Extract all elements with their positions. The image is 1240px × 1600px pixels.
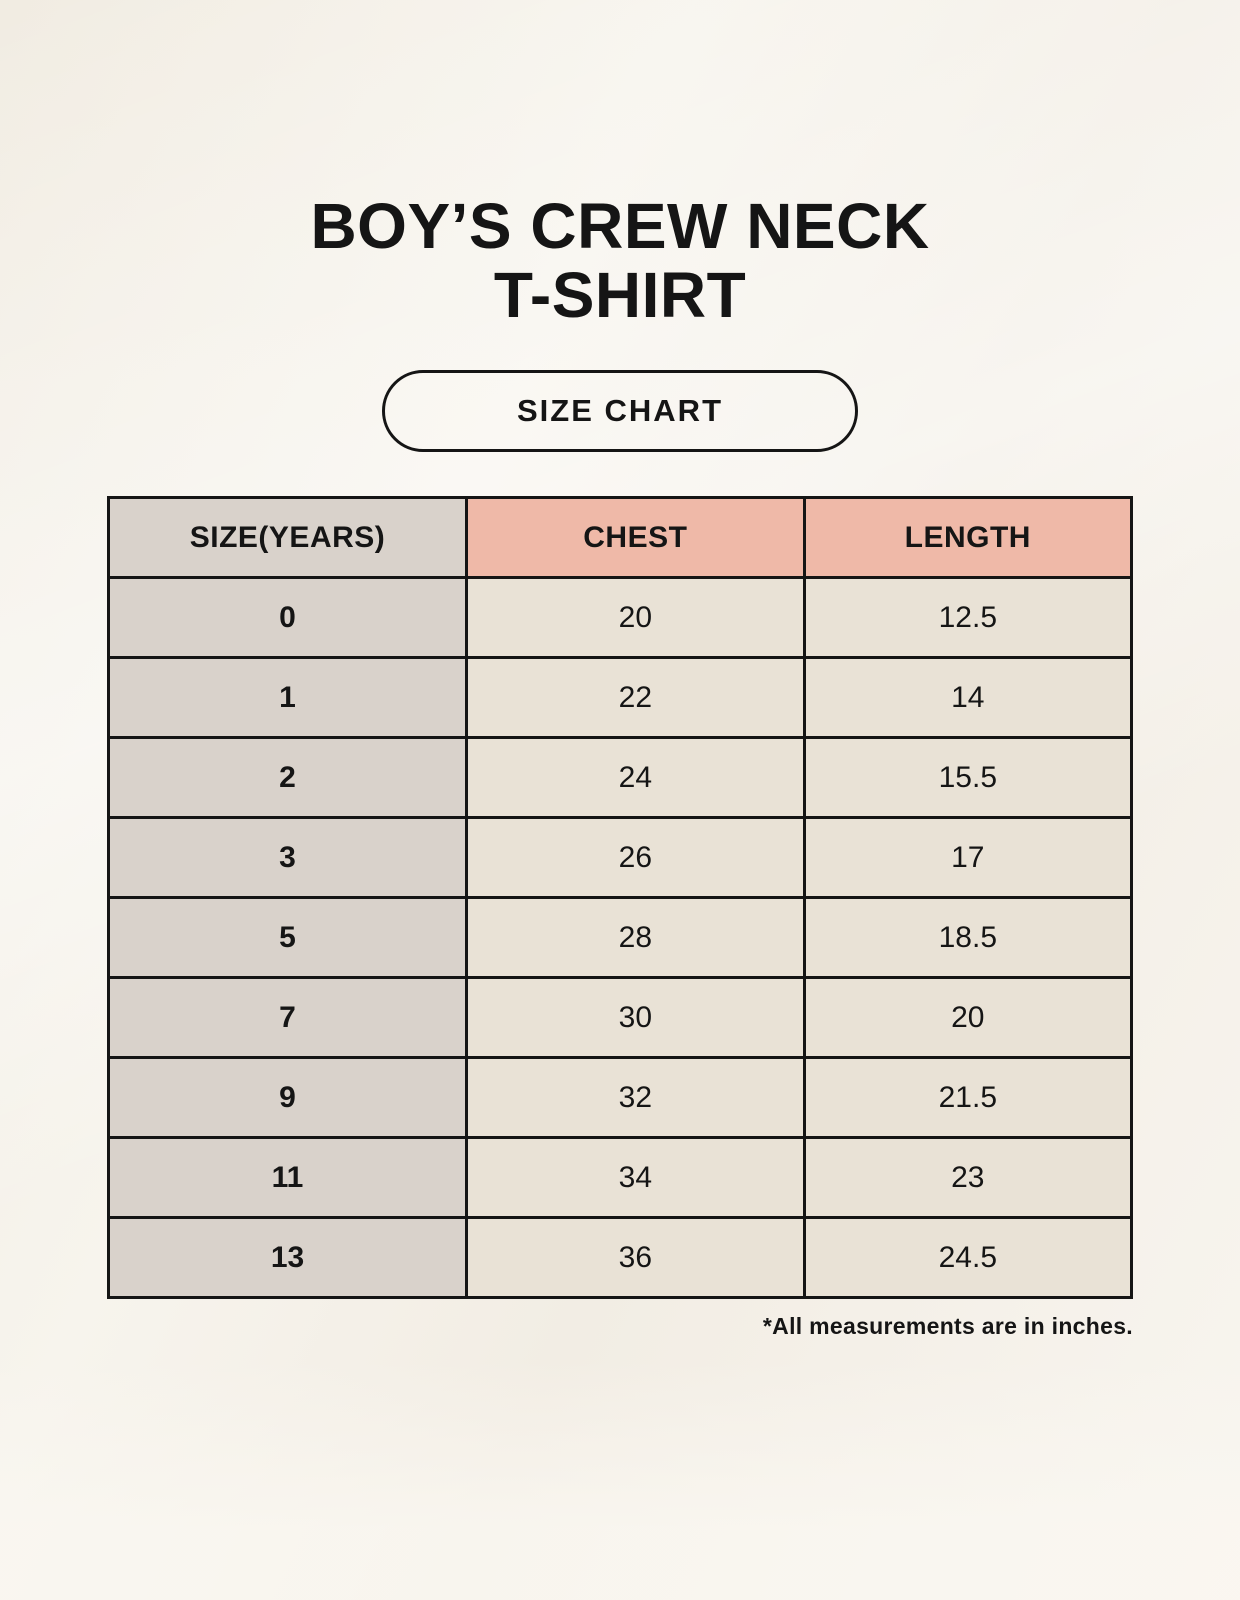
length-cell: 18.5 (802, 896, 1134, 980)
table-row: 13 36 24.5 (106, 1216, 1134, 1300)
size-cell: 0 (106, 576, 469, 660)
page-content: BOY’S CREW NECK T-SHIRT SIZE CHART SIZE(… (106, 190, 1134, 1340)
chest-cell: 30 (465, 976, 806, 1060)
size-cell: 9 (106, 1056, 469, 1140)
table-row: 9 32 21.5 (106, 1056, 1134, 1140)
table-row: 3 26 17 (106, 816, 1134, 900)
size-cell: 1 (106, 656, 469, 740)
size-cell: 5 (106, 896, 469, 980)
length-cell: 17 (802, 816, 1134, 900)
chest-cell: 28 (465, 896, 806, 980)
size-chart-badge[interactable]: SIZE CHART (382, 370, 858, 453)
column-header-length: LENGTH (802, 496, 1134, 580)
size-cell: 3 (106, 816, 469, 900)
column-header-size-years: SIZE(YEARS) (106, 496, 469, 580)
page-title-line-2: T-SHIRT (493, 259, 747, 332)
size-cell: 2 (106, 736, 469, 820)
length-cell: 12.5 (802, 576, 1134, 660)
column-header-chest: CHEST (465, 496, 806, 580)
size-table: SIZE(YEARS) CHEST LENGTH 0 20 12.5 1 22 14 2 24… (106, 496, 1134, 1300)
table-row: 11 34 23 (106, 1136, 1134, 1220)
chest-cell: 36 (465, 1216, 806, 1300)
size-table-head: SIZE(YEARS) CHEST LENGTH (106, 496, 1134, 580)
chest-cell: 22 (465, 656, 806, 740)
table-row: 1 22 14 (106, 656, 1134, 740)
size-table-body: 0 20 12.5 1 22 14 2 24 15.5 3 26 17 5 28 18.5 7 30 20 9 32 2… (106, 576, 1134, 1300)
chest-cell: 32 (465, 1056, 806, 1140)
table-row: 2 24 15.5 (106, 736, 1134, 820)
length-cell: 14 (802, 656, 1134, 740)
length-cell: 23 (802, 1136, 1134, 1220)
table-row: 0 20 12.5 (106, 576, 1134, 660)
chest-cell: 20 (465, 576, 806, 660)
chest-cell: 24 (465, 736, 806, 820)
size-cell: 13 (106, 1216, 469, 1300)
size-cell: 7 (106, 976, 469, 1060)
page-title-line-1: BOY’S CREW NECK (310, 190, 930, 262)
header-row: SIZE(YEARS) CHEST LENGTH (106, 496, 1134, 580)
chest-cell: 34 (465, 1136, 806, 1220)
size-cell: 11 (106, 1136, 469, 1220)
size-table-container: SIZE(YEARS) CHEST LENGTH 0 20 12.5 1 22 14 2 24… (106, 496, 1134, 1340)
length-cell: 20 (802, 976, 1134, 1060)
length-cell: 15.5 (802, 736, 1134, 820)
length-cell: 24.5 (802, 1216, 1134, 1300)
table-row: 5 28 18.5 (106, 896, 1134, 980)
length-cell: 21.5 (802, 1056, 1134, 1140)
measurements-footnote: *All measurements are in inches. (762, 1313, 1133, 1340)
table-row: 7 30 20 (106, 976, 1134, 1060)
page-title: BOY’S CREW NECK T-SHIRT (310, 190, 930, 332)
chest-cell: 26 (465, 816, 806, 900)
